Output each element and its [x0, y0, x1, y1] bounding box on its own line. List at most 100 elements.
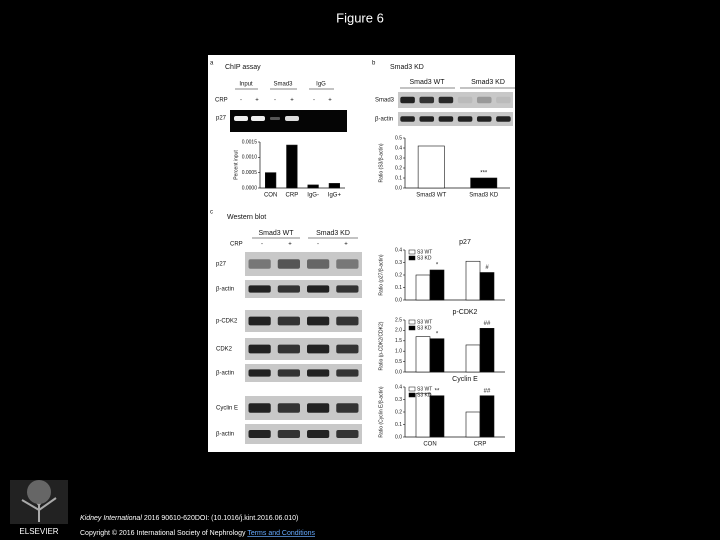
terms-link[interactable]: Terms and Conditions — [247, 530, 315, 537]
y-tick-label: 0.0 — [395, 434, 402, 440]
blot-band — [307, 430, 330, 438]
annotation: # — [485, 265, 489, 271]
y-tick-label: 0.0 — [395, 297, 402, 303]
bar — [415, 274, 431, 301]
blot-band — [248, 403, 271, 413]
group-label: Smad3 WT — [409, 79, 445, 86]
bar — [470, 177, 498, 189]
blot-band — [248, 430, 271, 438]
annotation: * — [436, 331, 439, 337]
y-tick-label: 0.3 — [395, 155, 402, 161]
y-tick-label: 0.2 — [395, 409, 402, 415]
bar — [429, 338, 445, 373]
bar — [307, 184, 319, 189]
blot-band — [307, 403, 330, 413]
bar — [417, 145, 445, 189]
crp-sign: - — [317, 242, 319, 248]
y-axis-label: Ratio (p-CDK2/CDK2) — [378, 321, 384, 370]
y-tick-label: 2.0 — [395, 328, 402, 334]
blot-band — [277, 403, 300, 413]
blot-band — [476, 116, 492, 122]
row-label: β-actin — [216, 287, 234, 293]
blot-band — [419, 116, 435, 122]
blot-band — [496, 96, 511, 104]
y-tick-label: 0.2 — [395, 165, 402, 171]
bar — [479, 395, 495, 438]
blot-band — [336, 316, 359, 326]
y-tick-label: 0.3 — [395, 397, 402, 403]
chart-title: Cyclin E — [452, 376, 478, 383]
y-tick-label: 2.5 — [395, 317, 402, 323]
legend-label: S3 KD — [417, 255, 432, 261]
y-tick-label: 0.0 — [395, 369, 402, 375]
panel-title: Smad3 KD — [390, 64, 424, 71]
row-label: CDK2 — [216, 347, 233, 353]
gel-band — [234, 116, 248, 121]
panel-label: c — [210, 210, 213, 216]
bar — [415, 336, 431, 373]
blot-band — [248, 344, 271, 354]
y-tick-label: 0.1 — [395, 285, 402, 291]
group-label: Smad3 KD — [316, 230, 350, 237]
lane-label: Smad3 — [273, 82, 293, 88]
blot-band — [277, 285, 300, 293]
row-label: β-actin — [375, 117, 393, 123]
bar — [429, 269, 445, 301]
y-axis-label: Ratio (Cyclin E/β-actin) — [378, 386, 384, 438]
x-tick-label: CON — [423, 442, 436, 448]
bar — [429, 395, 445, 438]
y-tick-label: 0.4 — [395, 145, 402, 151]
bar — [479, 272, 495, 301]
legend-swatch — [408, 392, 416, 398]
lane-label: Input — [239, 82, 253, 88]
blot-band — [457, 96, 473, 104]
annotation: ## — [484, 388, 491, 394]
y-tick-label: 1.0 — [395, 349, 402, 355]
blot — [245, 310, 362, 332]
y-tick-label: 0.0010 — [242, 155, 258, 161]
row-label: p27 — [216, 262, 227, 268]
bar — [328, 183, 340, 189]
y-tick-label: 0.0015 — [242, 139, 258, 145]
blot-band — [400, 96, 415, 104]
crp-sign: - — [240, 98, 242, 104]
crp-sign: - — [274, 98, 276, 104]
annotation: * — [436, 263, 439, 269]
blot-band — [277, 316, 300, 326]
legend-swatch — [408, 386, 416, 392]
chart-title: p27 — [459, 239, 471, 246]
x-tick-label: IgG- — [307, 193, 319, 199]
y-axis-label: Ratio (S3/β-actin) — [378, 143, 384, 182]
citation: Kidney International 2016 90610-620DOI: … — [80, 515, 298, 522]
y-tick-label: 1.5 — [395, 338, 402, 344]
blot-band — [307, 316, 330, 326]
crp-label: CRP — [215, 98, 228, 104]
blot-band — [277, 369, 300, 377]
bar — [415, 392, 431, 438]
x-tick-label: Smad3 WT — [416, 193, 446, 199]
panel-label: b — [372, 61, 376, 67]
annotation: *** — [480, 171, 488, 177]
citation-text: 2016 90610-620DOI: (10.1016/j.kint.2016.… — [144, 515, 299, 522]
blot-band — [336, 403, 359, 413]
blot-band — [336, 259, 359, 269]
crp-sign: + — [328, 98, 332, 104]
bar — [286, 144, 298, 189]
crp-sign: + — [290, 98, 294, 104]
y-tick-label: 0.2 — [395, 272, 402, 278]
blot-band — [277, 430, 300, 438]
crp-sign: + — [344, 242, 348, 248]
blot-band — [307, 344, 330, 354]
chart-title: p-CDK2 — [453, 309, 478, 316]
x-tick-label: CON — [264, 193, 277, 199]
x-tick-label: CRP — [286, 193, 299, 199]
y-tick-label: 0.5 — [395, 359, 402, 365]
blot-band — [336, 285, 359, 293]
journal: Kidney International — [80, 515, 142, 522]
bar — [479, 328, 495, 373]
row-label: β-actin — [216, 432, 234, 438]
publisher-logo — [10, 480, 68, 524]
group-label: Smad3 KD — [471, 79, 505, 86]
blot — [245, 364, 362, 382]
